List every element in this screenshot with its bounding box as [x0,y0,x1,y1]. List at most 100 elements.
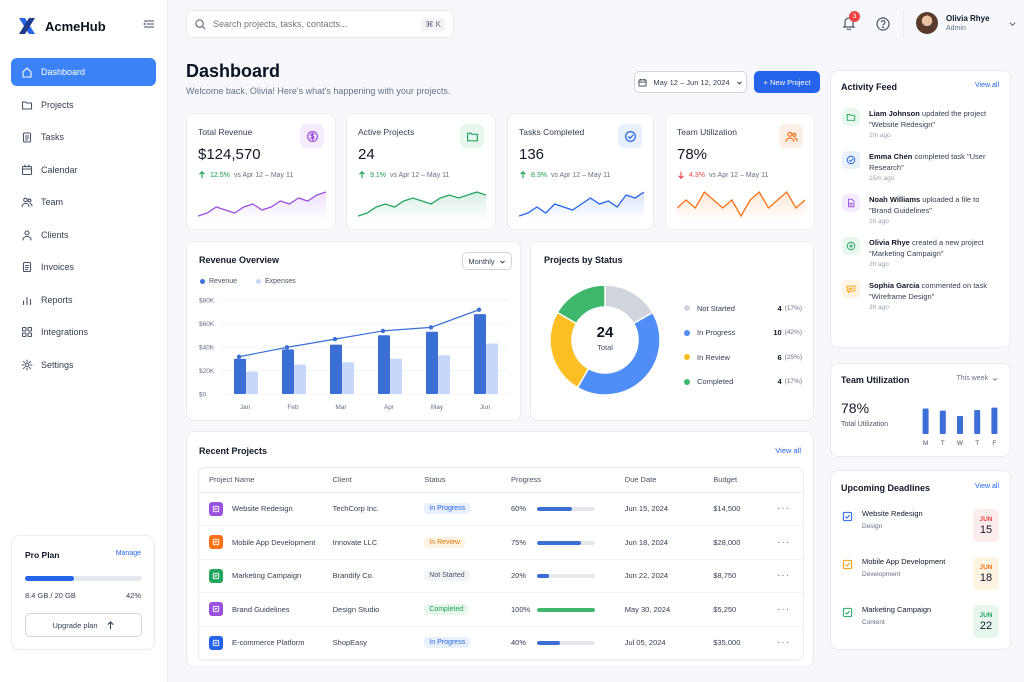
row-actions-button[interactable]: ··· [777,492,803,526]
activity-item[interactable]: Noah Williams uploaded a file to "Brand … [842,194,1002,225]
storage-percent: 42% [125,591,141,600]
revenue-overview-card: Revenue Overview Monthly Revenue Expense… [186,241,521,421]
plan-card: Pro Plan Manage 8.4 GB / 20 GB 42% Upgra… [11,535,155,650]
sidebar-item-invoices[interactable]: Invoices [11,253,156,281]
sidebar-item-team[interactable]: Team [11,188,156,216]
sidebar-item-integrations[interactable]: Integrations [11,318,156,346]
collapse-sidebar-icon[interactable] [143,18,155,30]
date-range-picker[interactable]: May 12 – Jun 12, 2024 [634,71,747,93]
recent-projects-view-all[interactable]: View all [775,446,801,455]
utilization-period-label: This week [956,375,988,382]
sidebar-item-label: Dashboard [41,67,86,77]
activity-message: completed task "User Research" [869,152,986,172]
activity-time: 15m ago [869,175,895,182]
file-icon [848,198,855,208]
status-cell: In Progress [424,492,512,526]
table-row[interactable]: E-commerce Platform ShopEasy In Progress 40… [199,626,803,660]
manage-plan-link[interactable]: Manage [115,550,141,557]
activity-feed-card: Activity Feed View all Liam Johnson upda… [830,70,1011,348]
row-actions-button[interactable]: ··· [777,525,803,560]
deadline-item[interactable]: Marketing Campaign Content JUN 22 [842,605,999,653]
row-actions-button[interactable]: ··· [777,626,803,660]
notifications-button[interactable]: 3 [842,11,860,32]
team-utilization-card: Team Utilization This week 78% Total Uti… [830,363,1011,457]
upgrade-plan-button[interactable]: Upgrade plan [25,613,142,637]
help-icon[interactable] [876,17,890,31]
activity-message: created a new project "Marketing Campaig… [869,238,984,258]
chevron-down-icon [499,259,505,264]
sidebar-item-label: Invoices [41,262,75,272]
sidebar-item-dashboard[interactable]: Dashboard [11,58,156,86]
project-name-text[interactable]: Website Redesign [232,504,293,514]
app-name: AcmeHub [45,18,106,34]
bar-revenue [426,331,438,394]
table-row[interactable]: Brand Guidelines Design Studio Completed 10… [199,592,803,627]
table-body: Website Redesign TechCorp Inc. In Progress… [199,492,803,660]
activity-item[interactable]: Emma Chen completed task "User Research"… [842,151,1002,182]
revenue-period-label: Monthly [468,256,495,266]
utilization-bar [991,407,998,434]
row-actions-button[interactable]: ··· [777,559,803,593]
project-name-text[interactable]: Marketing Campaign [232,571,302,581]
legend-label: In Progress [697,328,736,338]
project-name-text[interactable]: Mobile App Development [232,537,316,547]
stat-delta: 9.1% vs Apr 12 – May 11 [358,171,449,179]
activity-item[interactable]: Olivia Rhye created a new project "Marke… [842,237,1002,268]
deadlines-view-all[interactable]: View all [975,483,999,490]
gear-icon [21,358,33,371]
search-input[interactable] [213,19,415,29]
table-row[interactable]: Mobile App Development Innovate LLC In Rev… [199,525,803,560]
upgrade-plan-label: Upgrade plan [52,620,98,630]
deadline-item[interactable]: Website Redesign Design JUN 15 [842,509,999,557]
progress-bar [537,507,596,512]
sidebar-item-tasks[interactable]: Tasks [11,123,156,151]
project-name-text[interactable]: Brand Guidelines [232,604,290,614]
chevron-down-icon [1008,21,1016,26]
deadlines-title: Upcoming Deadlines [841,483,931,493]
column-header: Status [424,468,512,493]
bar-expenses [246,371,258,394]
logo[interactable]: AcmeHub [17,16,106,36]
calendar-icon [638,78,647,87]
utilization-period-select[interactable]: This week [956,375,998,382]
budget-cell: $35,000 [713,626,778,660]
storage-bar [25,576,142,581]
revenue-period-select[interactable]: Monthly [462,252,512,270]
sidebar-item-calendar[interactable]: Calendar [11,156,156,184]
trend-point [284,345,290,350]
project-name-text[interactable]: E-commerce Platform [232,638,305,648]
sidebar-item-projects[interactable]: Projects [11,91,156,119]
bar-expenses [438,355,450,394]
sidebar-item-settings[interactable]: Settings [11,351,156,379]
sidebar-item-clients[interactable]: Clients [11,221,156,249]
activity-item[interactable]: Sophia Garcia commented on task "Wirefra… [842,280,1002,311]
activity-actor: Olivia Rhye [869,238,910,247]
column-header: Project Name [199,468,333,493]
deadline-day: 15 [979,523,993,536]
sidebar-item-reports[interactable]: Reports [11,286,156,314]
activity-item[interactable]: Liam Johnson updated the project "Websit… [842,108,1002,139]
stat-delta: 8.3% vs Apr 12 – May 11 [519,171,610,179]
stat-title: Total Revenue [198,127,253,137]
bar-expenses [342,362,354,394]
utilization-title: Team Utilization [841,375,910,385]
activity-content: Sophia Garcia commented on task "Wirefra… [869,280,1002,311]
bar-revenue [282,349,294,394]
user-menu[interactable]: Olivia Rhye Admin [916,12,1017,34]
new-project-button[interactable]: + New Project [754,71,820,93]
plus-circle-icon [846,241,856,251]
search-bar[interactable]: ⌘ K [186,10,454,38]
sparkline-area [198,192,326,220]
bar-expenses [486,343,498,394]
acmehub-logo-icon [19,18,35,34]
plan-title: Pro Plan [25,550,60,560]
table-row[interactable]: Website Redesign TechCorp Inc. In Progress… [199,492,803,526]
stat-delta-value: 8.3% [531,171,547,179]
activity-view-all[interactable]: View all [975,82,999,89]
row-actions-button[interactable]: ··· [777,592,803,627]
table-row[interactable]: Marketing Campaign Brandify Co. Not Starte… [199,559,803,593]
date-range-label: May 12 – Jun 12, 2024 [653,77,730,87]
trend-point [380,328,386,334]
deadline-item[interactable]: Mobile App Development Development JUN 18 [842,557,999,605]
page-title: Dashboard [186,61,281,81]
